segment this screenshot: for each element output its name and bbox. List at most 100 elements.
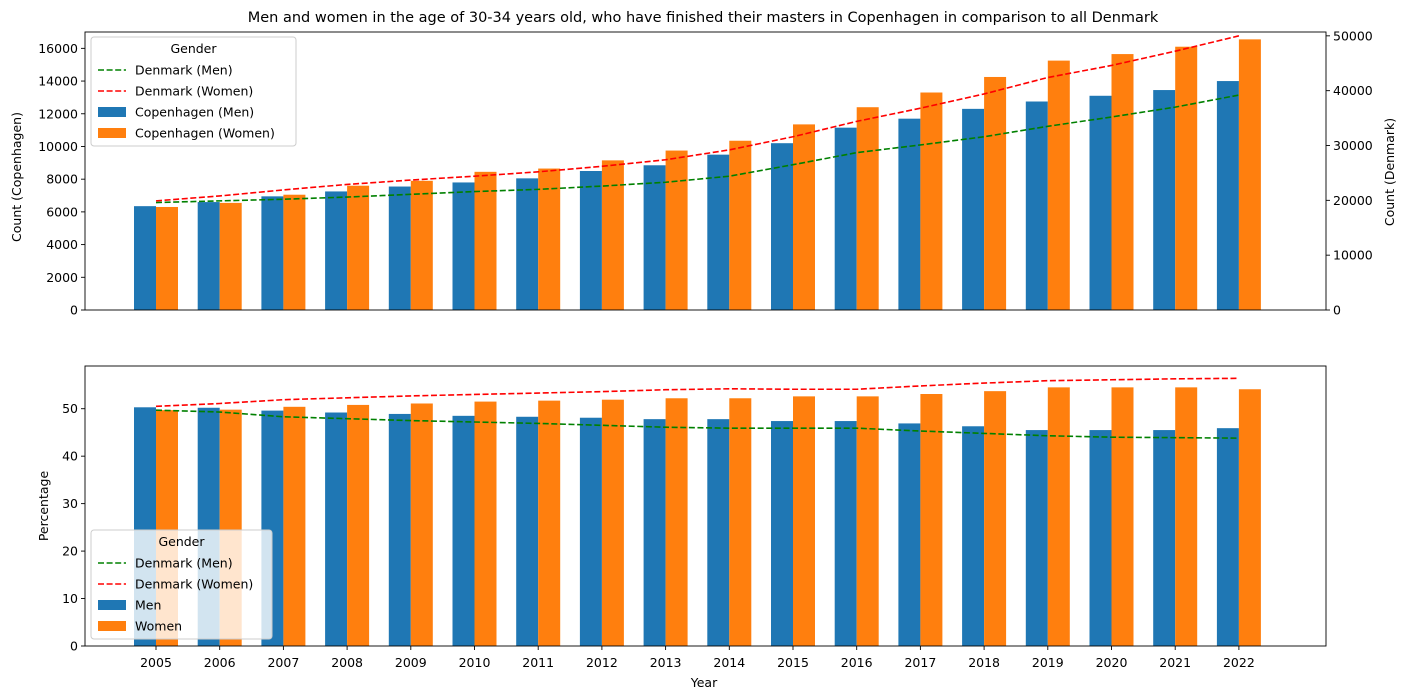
- top-chart-y2label: Count (Denmark): [1382, 118, 1397, 226]
- y-tick-label: 10000: [38, 139, 78, 154]
- y2-tick-label: 50000: [1333, 28, 1373, 43]
- line-denmark-men-: [155, 94, 1240, 204]
- legend-entry: Copenhagen (Women): [135, 126, 275, 141]
- top-chart: Men and women in the age of 30-34 years …: [9, 10, 1397, 318]
- bar-men-2015: [771, 421, 793, 646]
- bar-copenhagen-women--2015: [793, 124, 815, 310]
- bar-men-2016: [834, 421, 857, 646]
- y-tick-label: 6000: [46, 204, 78, 219]
- bot-plot-frame: [84, 365, 1327, 647]
- bar-copenhagen-men--2020: [1089, 95, 1112, 310]
- bar-copenhagen-men--2006: [197, 202, 220, 310]
- bar-men-2019: [1025, 430, 1048, 646]
- bar-women-2014: [729, 398, 752, 646]
- bar-copenhagen-men--2017: [898, 118, 921, 310]
- y2-tick-label: 30000: [1333, 138, 1373, 153]
- bar-copenhagen-men--2014: [707, 154, 730, 310]
- legend-entry: Men: [135, 598, 161, 613]
- y-tick-label: 12000: [38, 106, 78, 121]
- legend-box: [90, 529, 273, 640]
- bar-men-2008: [325, 412, 348, 646]
- x-tick-label: 2011: [522, 655, 554, 670]
- y-tick-label: 30: [62, 496, 78, 511]
- y-tick-label: 4000: [46, 237, 78, 252]
- y2-tick-label: 0: [1333, 303, 1341, 318]
- bar-men-2012: [579, 417, 602, 646]
- x-tick-label: 2019: [1032, 655, 1064, 670]
- bar-copenhagen-men--2009: [388, 186, 411, 310]
- bottom-chart-legend: Gender Denmark (Men) Denmark (Women) Men Wom…: [90, 529, 273, 640]
- bar-men-2011: [516, 416, 539, 646]
- bar-men-2022: [1216, 428, 1239, 646]
- x-tick-label: 2018: [968, 655, 1000, 670]
- x-tick-label: 2008: [331, 655, 363, 670]
- bar-copenhagen-men--2015: [771, 143, 793, 310]
- bar-copenhagen-men--2010: [452, 182, 475, 310]
- legend-entry: Copenhagen (Men): [135, 105, 254, 120]
- bar-copenhagen-men--2007: [261, 196, 284, 310]
- bar-men-2017: [898, 423, 921, 646]
- bar-copenhagen-men--2005: [134, 206, 156, 310]
- bar-women-2020: [1111, 387, 1134, 646]
- bottom-chart-axes: 0 10 20 30 40 50 2005 2006 2007 2008 2009 2010 2011 2…: [62, 365, 1327, 670]
- x-tick-label: 2017: [904, 655, 936, 670]
- bar-copenhagen-women--2011: [538, 168, 561, 310]
- bar-women-2018: [984, 391, 1007, 646]
- y-tick-label: 10: [62, 591, 78, 606]
- y-tick-label: 0: [70, 303, 78, 318]
- x-tick-label: 2020: [1096, 655, 1128, 670]
- bar-copenhagen-men--2013: [643, 165, 666, 310]
- bar-copenhagen-women--2008: [347, 185, 370, 310]
- legend-box: [90, 36, 297, 147]
- x-tick-label: 2009: [395, 655, 427, 670]
- y-tick-label: 16000: [38, 41, 78, 56]
- bar-copenhagen-men--2012: [579, 171, 602, 310]
- bar-copenhagen-women--2022: [1238, 39, 1261, 311]
- bar-copenhagen-women--2012: [601, 160, 624, 310]
- bottom-chart-ylabel: Percentage: [36, 471, 51, 542]
- bottom-chart-bars: [134, 387, 1261, 646]
- x-tick-label: 2021: [1159, 655, 1191, 670]
- x-tick-label: 2012: [586, 655, 618, 670]
- bar-copenhagen-women--2009: [410, 180, 433, 310]
- y2-tick-label: 20000: [1333, 193, 1373, 208]
- x-tick-label: 2006: [204, 655, 236, 670]
- top-chart-legend: Gender Denmark (Men) Denmark (Women) Copenh…: [90, 36, 297, 147]
- legend-swatch-bar: [98, 128, 126, 138]
- bar-men-2009: [388, 413, 411, 646]
- top-chart-lines: [155, 35, 1240, 204]
- x-tick-label: 2015: [777, 655, 809, 670]
- bar-copenhagen-women--2016: [856, 107, 879, 310]
- y-tick-label: 50: [62, 401, 78, 416]
- x-tick-label: 2016: [841, 655, 873, 670]
- bar-copenhagen-women--2021: [1175, 46, 1198, 310]
- bar-men-2013: [643, 419, 666, 646]
- legend-entry: Denmark (Men): [135, 556, 233, 571]
- line-denmark-women-: [155, 35, 1240, 202]
- bar-women-2022: [1238, 389, 1261, 646]
- bar-copenhagen-women--2017: [920, 92, 943, 310]
- bar-women-2007: [283, 406, 306, 646]
- bar-men-2020: [1089, 430, 1112, 646]
- bottom-chart-xlabel: Year: [690, 675, 718, 690]
- bar-women-2021: [1175, 387, 1198, 646]
- bottom-chart: 0 10 20 30 40 50 2005 2006 2007 2008 2009 2010 2011 2…: [36, 365, 1327, 690]
- bar-copenhagen-women--2007: [283, 194, 306, 310]
- bar-women-2008: [347, 404, 370, 646]
- x-tick-label: 2014: [713, 655, 745, 670]
- top-chart-axes: 0 2000 4000 6000 8000 10000 12000 14000 16000 0 10…: [38, 28, 1373, 317]
- bar-men-2018: [962, 426, 985, 646]
- bar-copenhagen-men--2008: [325, 191, 348, 310]
- bar-copenhagen-men--2018: [962, 108, 985, 310]
- y-tick-label: 14000: [38, 74, 78, 89]
- x-tick-label: 2013: [650, 655, 682, 670]
- bar-copenhagen-men--2011: [516, 178, 539, 310]
- bar-copenhagen-women--2014: [729, 140, 752, 310]
- top-plot-frame: [84, 31, 1327, 311]
- bar-copenhagen-women--2006: [219, 202, 242, 310]
- legend-entry: Denmark (Women): [135, 84, 253, 99]
- bar-women-2015: [793, 396, 815, 646]
- top-chart-bars: [134, 39, 1261, 311]
- x-tick-label: 2005: [140, 655, 172, 670]
- bar-copenhagen-women--2019: [1047, 60, 1070, 311]
